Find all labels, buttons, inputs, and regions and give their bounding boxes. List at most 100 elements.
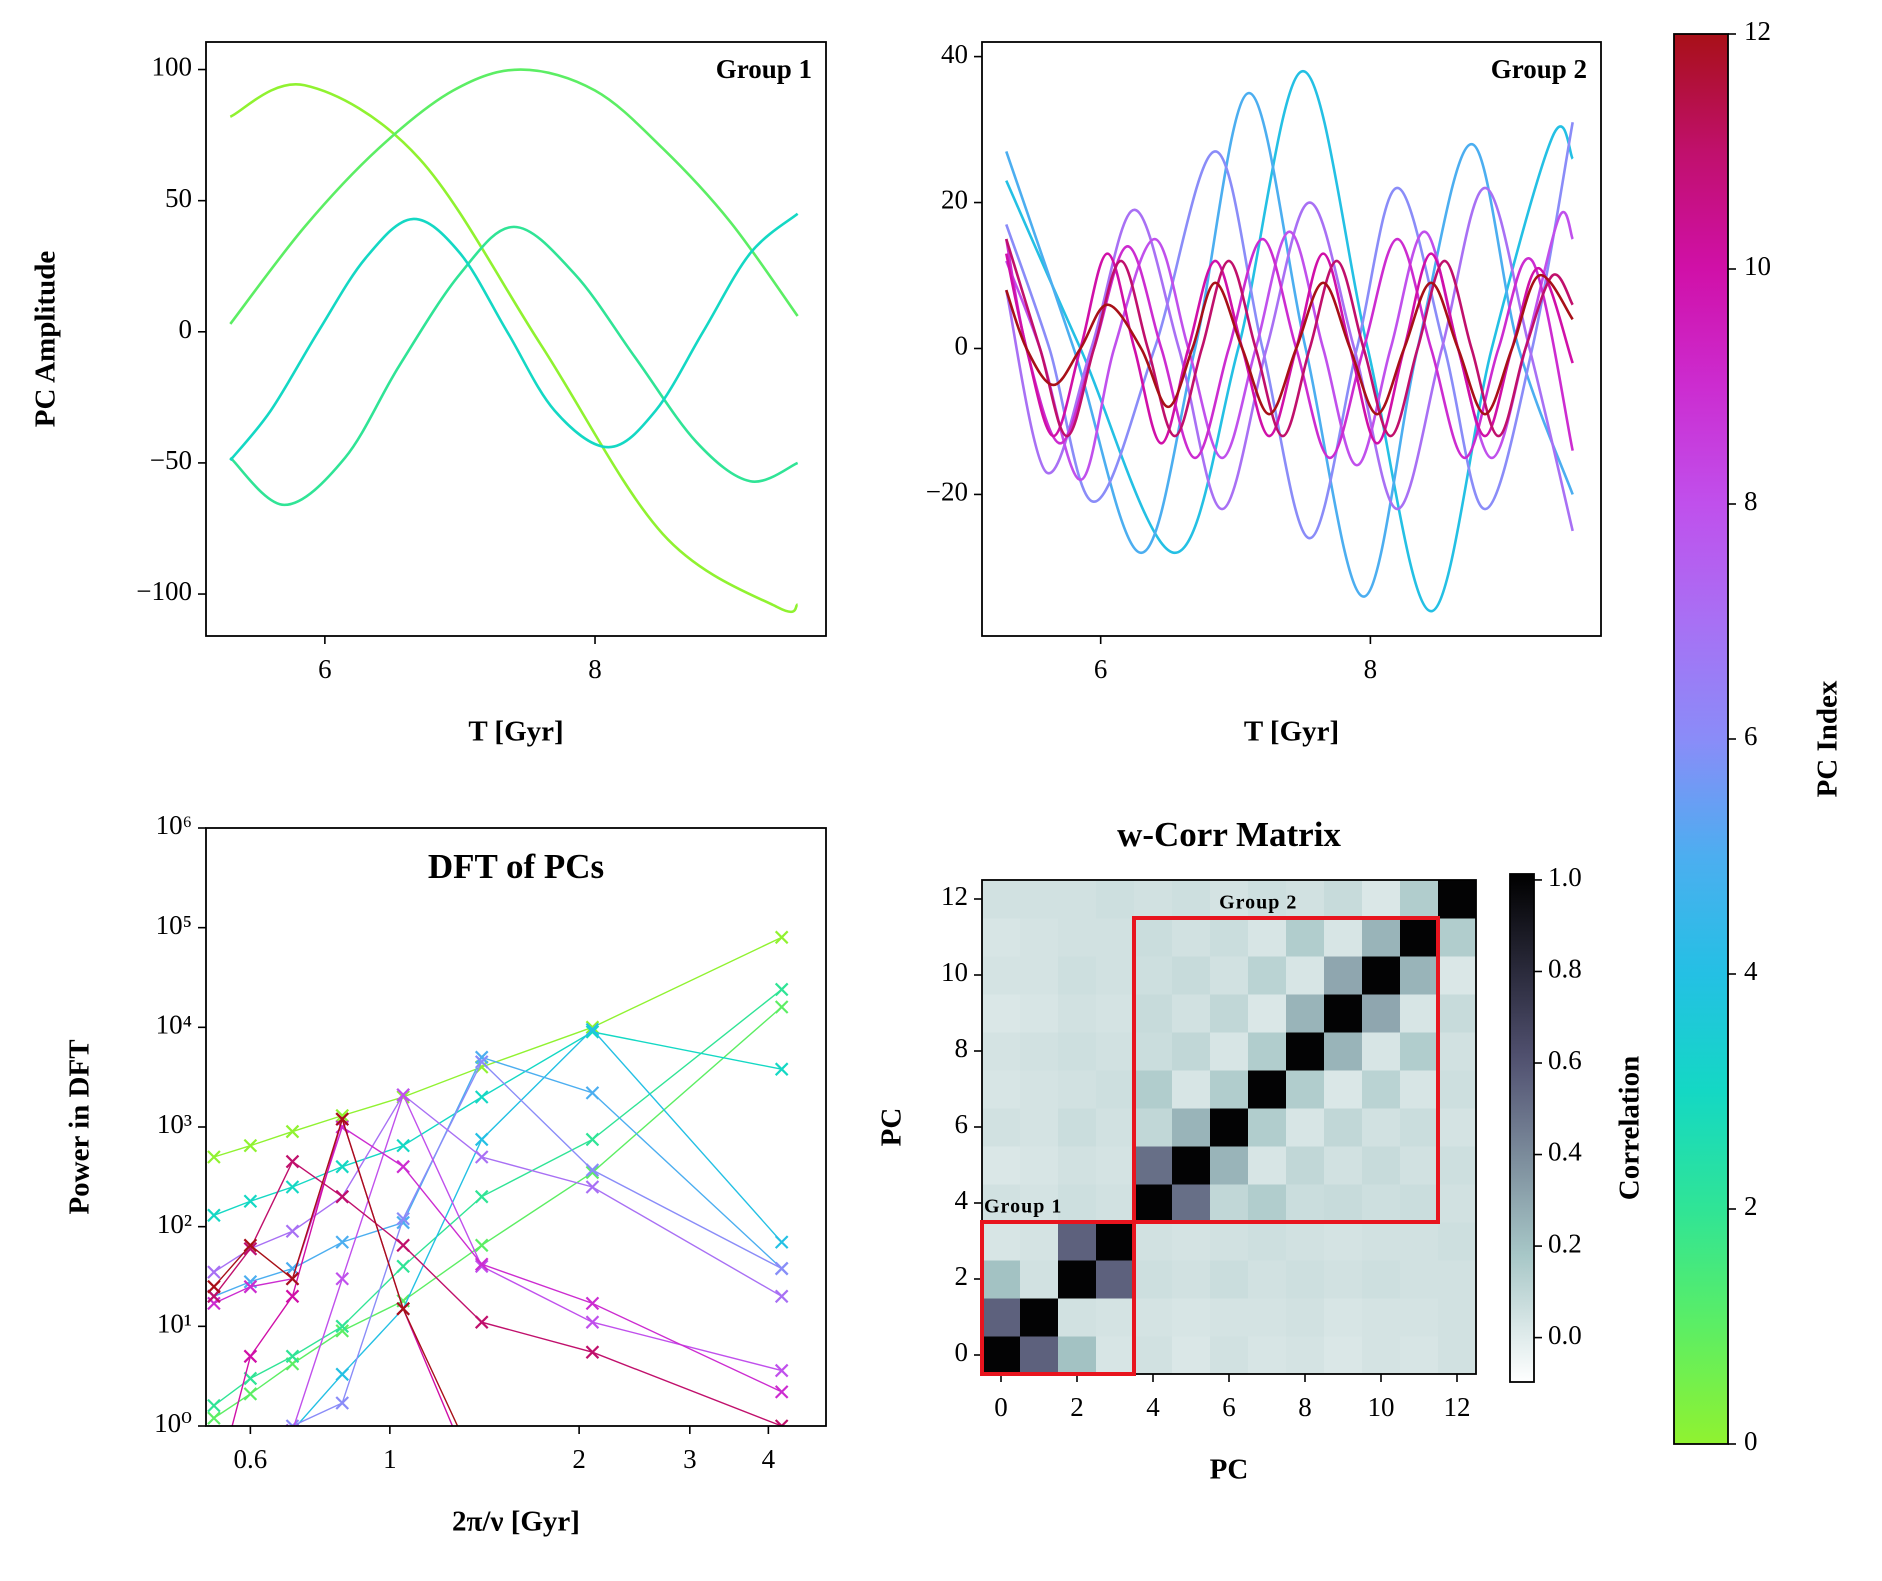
- cell: [1400, 1146, 1439, 1185]
- cell: [982, 1260, 1021, 1299]
- cell: [982, 1222, 1021, 1261]
- cell: [1362, 1070, 1401, 1109]
- cell: [1400, 994, 1439, 1033]
- series-line: [1005, 69, 1574, 613]
- marker: [335, 1319, 350, 1334]
- cell: [1172, 1260, 1211, 1299]
- cell: [1324, 880, 1363, 919]
- cell: [1096, 1222, 1135, 1261]
- cell: [1362, 1032, 1401, 1071]
- cell: [1058, 1336, 1097, 1375]
- cell: [1286, 1070, 1325, 1109]
- marker: [585, 1163, 600, 1177]
- cell: [1210, 1298, 1249, 1337]
- cell: [1400, 1222, 1439, 1261]
- marker: [243, 1371, 258, 1386]
- series-line: [213, 1093, 783, 1297]
- cell: [1400, 1260, 1439, 1299]
- cell: [1362, 1184, 1401, 1223]
- cell: [1020, 1032, 1059, 1071]
- axes-frame: [205, 41, 827, 637]
- marker: [774, 1235, 789, 1249]
- marker: [207, 1398, 221, 1413]
- marker: [585, 1165, 600, 1180]
- cell: [1286, 994, 1325, 1033]
- cell: [1172, 880, 1211, 919]
- x-tick-label: 2: [572, 1444, 586, 1474]
- x-tick-label: 10: [1368, 1392, 1395, 1422]
- series-line: [213, 1006, 783, 1419]
- cell: [1248, 1260, 1287, 1299]
- y-axis-label: PC: [876, 1108, 908, 1147]
- cell: [1286, 956, 1325, 995]
- y-tick-label: 10²: [157, 1209, 192, 1239]
- marker: [243, 1238, 258, 1253]
- cell: [1438, 1108, 1477, 1147]
- cell: [1134, 918, 1173, 957]
- cell: [1324, 1298, 1363, 1337]
- cell: [1096, 994, 1135, 1033]
- cell: [982, 994, 1021, 1033]
- group-label: Group 2: [1219, 892, 1297, 914]
- cell: [1324, 1032, 1363, 1071]
- marker: [285, 1154, 300, 1169]
- colorbar-tick-label: 4: [1744, 956, 1758, 986]
- cell: [1248, 1298, 1287, 1337]
- marker: [774, 982, 789, 997]
- y-tick-label: 4: [955, 1185, 969, 1215]
- cell: [1134, 1336, 1173, 1375]
- cell: [1172, 1032, 1211, 1071]
- cell: [1286, 1184, 1325, 1223]
- y-tick-label: 12: [941, 881, 968, 911]
- series-line: [229, 83, 799, 614]
- marker: [474, 1315, 489, 1329]
- marker: [585, 1020, 600, 1035]
- series-line: [1005, 238, 1574, 438]
- colorbar-tick-label: 0.6: [1548, 1045, 1582, 1075]
- cell: [1286, 1336, 1325, 1375]
- cell: [1210, 880, 1249, 919]
- colorbar: [1509, 873, 1535, 1383]
- cell: [1058, 880, 1097, 919]
- x-tick-label: 6: [1222, 1392, 1236, 1422]
- cell: [982, 918, 1021, 957]
- marker: [335, 1367, 350, 1382]
- y-tick-label: 0: [179, 314, 193, 344]
- marker: [285, 1224, 300, 1239]
- cell: [1324, 956, 1363, 995]
- marker: [207, 1150, 221, 1164]
- cell: [1286, 1108, 1325, 1147]
- marker: [285, 1124, 300, 1139]
- cell: [1020, 1260, 1059, 1299]
- cell: [1400, 1108, 1439, 1147]
- axes-frame: [981, 41, 1602, 637]
- cell: [1438, 1070, 1477, 1109]
- x-tick-label: 2: [1070, 1392, 1084, 1422]
- cell: [1286, 880, 1325, 919]
- marker: [476, 1472, 488, 1484]
- marker: [585, 1296, 600, 1311]
- cell: [1438, 1222, 1477, 1261]
- series-line: [1005, 211, 1574, 482]
- cell: [1172, 994, 1211, 1033]
- cell: [1058, 994, 1097, 1033]
- cell: [1172, 1146, 1211, 1185]
- y-tick-label: −20: [926, 477, 968, 507]
- marker: [474, 1189, 489, 1204]
- cell: [1134, 1146, 1173, 1185]
- marker: [335, 1108, 350, 1123]
- marker: [585, 1025, 600, 1039]
- cell: [1362, 1146, 1401, 1185]
- marker: [285, 1349, 300, 1364]
- cell: [1362, 1222, 1401, 1261]
- cell: [1134, 1298, 1173, 1337]
- colorbar-tick-label: 0.0: [1548, 1320, 1582, 1350]
- marker: [585, 1086, 600, 1100]
- cell: [1134, 956, 1173, 995]
- marker: [474, 1238, 489, 1253]
- cell: [1438, 956, 1477, 995]
- series-line: [291, 1060, 783, 1426]
- colorbar-tick-label: 1.0: [1548, 862, 1582, 892]
- cell: [1438, 880, 1477, 919]
